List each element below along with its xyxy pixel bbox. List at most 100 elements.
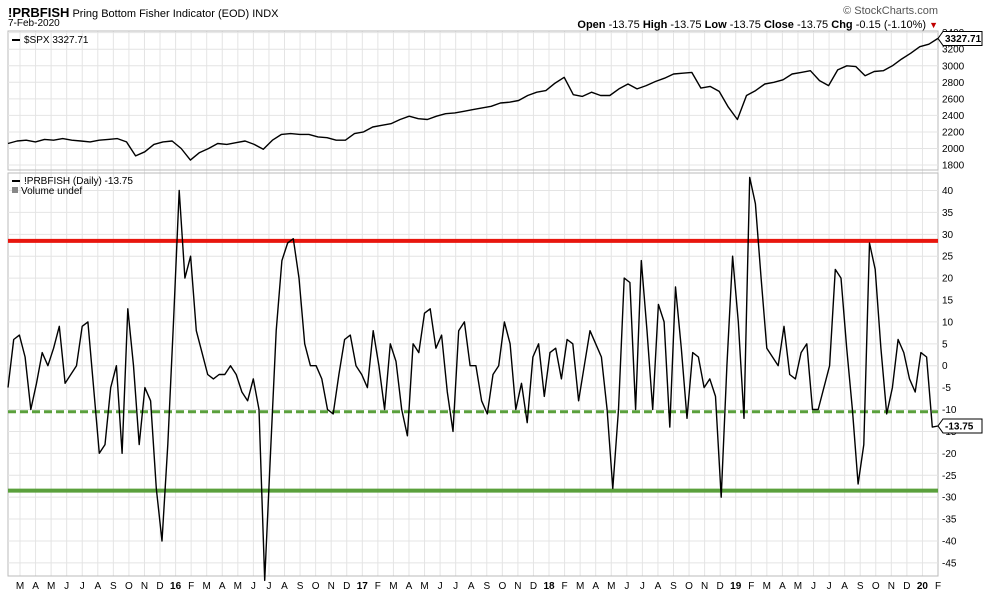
price-y-tick-label: 3200: [942, 45, 965, 56]
x-tick-label: A: [281, 581, 288, 592]
low-label: Low: [704, 19, 727, 31]
x-tick-label: 17: [357, 581, 369, 592]
x-tick-label: S: [670, 581, 677, 592]
indicator-y-tick-label: -40: [942, 536, 957, 547]
price-last-value-marker: 3327.71: [937, 30, 983, 46]
volume-bars-icon: [12, 187, 18, 193]
symbol-label: !PRBFISH: [8, 5, 70, 20]
x-tick-label: A: [779, 581, 786, 592]
x-tick-label: M: [234, 581, 242, 592]
x-tick-label: M: [389, 581, 397, 592]
x-tick-label: A: [32, 581, 39, 592]
x-tick-label: O: [685, 581, 693, 592]
value-marker-box: [937, 30, 983, 46]
x-tick-label: N: [514, 581, 521, 592]
x-tick-label: M: [576, 581, 584, 592]
price-y-tick-label: 3000: [942, 61, 965, 72]
x-tick-label: M: [420, 581, 428, 592]
x-tick-label: 18: [543, 581, 555, 592]
price-y-tick-label: 1800: [942, 161, 965, 172]
x-tick-label: S: [857, 581, 864, 592]
indicator-y-tick-label: -45: [942, 558, 957, 569]
x-tick-label: J: [438, 581, 443, 592]
x-tick-label: J: [453, 581, 458, 592]
x-tick-label: O: [872, 581, 880, 592]
indicator-y-tick-label: 0: [942, 361, 948, 372]
x-tick-label: N: [141, 581, 148, 592]
indicator-y-tick-label: 15: [942, 296, 954, 307]
indicator-panel-frame: [7, 172, 939, 577]
x-tick-label: F: [748, 581, 754, 592]
high-value: -13.75: [670, 19, 702, 31]
x-tick-label: A: [468, 581, 475, 592]
x-tick-label: S: [297, 581, 304, 592]
x-tick-label: 16: [170, 581, 182, 592]
price-panel-frame: [7, 30, 939, 171]
x-tick-label: A: [841, 581, 848, 592]
value-marker-box: [937, 418, 983, 434]
x-tick-label: A: [94, 581, 101, 592]
indicator-y-tick-label: 10: [942, 317, 954, 328]
high-label: High: [642, 19, 668, 31]
x-tick-label: O: [498, 581, 506, 592]
low-value: -13.75: [729, 19, 761, 31]
x-tick-label: J: [811, 581, 816, 592]
x-tick-label: M: [763, 581, 771, 592]
x-tick-label: J: [827, 581, 832, 592]
x-tick-label: F: [935, 581, 941, 592]
x-tick-label: F: [375, 581, 381, 592]
x-tick-label: N: [701, 581, 708, 592]
indicator-y-tick-label: -25: [942, 471, 957, 482]
x-tick-label: M: [607, 581, 615, 592]
x-tick-label: N: [328, 581, 335, 592]
indicator-y-tick-label: 20: [942, 274, 954, 285]
x-tick-label: D: [903, 581, 910, 592]
close-value: -13.75: [796, 19, 829, 31]
indicator-legend-label: !PRBFISH (Daily) -13.75: [24, 176, 133, 187]
date-label: 7-Feb-2020: [8, 18, 60, 29]
chg-label: Chg: [831, 19, 853, 31]
brand-label: © StockCharts.com: [843, 5, 938, 17]
x-tick-label: S: [110, 581, 117, 592]
x-tick-label: M: [16, 581, 24, 592]
x-tick-label: A: [219, 581, 226, 592]
indicator-last-value-marker: -13.75: [937, 418, 983, 434]
x-tick-label: J: [251, 581, 256, 592]
spx-price-line: [7, 37, 939, 161]
x-tick-label: F: [188, 581, 194, 592]
price-y-tick-label: 2000: [942, 144, 965, 155]
x-tick-label: 20: [917, 581, 929, 592]
price-y-tick-label: 2600: [942, 94, 965, 105]
indicator-y-tick-label: 30: [942, 230, 954, 241]
indicator-y-tick-label: 40: [942, 186, 954, 197]
prbfish-line: [7, 176, 939, 582]
indicator-y-tick-label: 25: [942, 252, 954, 263]
indicator-y-tick-label: -10: [942, 405, 957, 416]
indicator-y-tick-label: 5: [942, 339, 948, 350]
x-tick-label: F: [562, 581, 568, 592]
x-tick-label: D: [343, 581, 350, 592]
indicator-y-tick-label: -30: [942, 493, 957, 504]
x-tick-label: J: [80, 581, 85, 592]
x-tick-label: S: [483, 581, 490, 592]
indicator-name: Pring Bottom Fisher Indicator (EOD): [72, 8, 250, 20]
x-tick-label: A: [655, 581, 662, 592]
open-value: -13.75: [608, 19, 640, 31]
x-tick-label: N: [888, 581, 895, 592]
exchange-label: INDX: [252, 8, 279, 20]
indicator-y-tick-label: -5: [942, 383, 951, 394]
x-tick-label: O: [125, 581, 133, 592]
x-tick-label: A: [592, 581, 599, 592]
x-tick-label: M: [47, 581, 55, 592]
volume-legend-label: Volume undef: [21, 186, 82, 197]
value-marker-label: 3327.71: [945, 34, 982, 45]
price-legend-label: $SPX 3327.71: [24, 35, 89, 46]
x-tick-label: 19: [730, 581, 742, 592]
chg-value: -0.15 (-1.10%): [855, 19, 927, 31]
close-label: Close: [763, 19, 794, 31]
indicator-y-tick-label: -20: [942, 449, 957, 460]
chart-title: !PRBFISH Pring Bottom Fisher Indicator (…: [8, 5, 278, 20]
x-tick-label: J: [640, 581, 645, 592]
price-y-tick-label: 2400: [942, 111, 965, 122]
